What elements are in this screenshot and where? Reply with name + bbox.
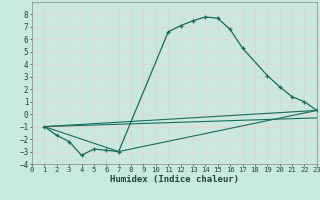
X-axis label: Humidex (Indice chaleur): Humidex (Indice chaleur) [110,175,239,184]
